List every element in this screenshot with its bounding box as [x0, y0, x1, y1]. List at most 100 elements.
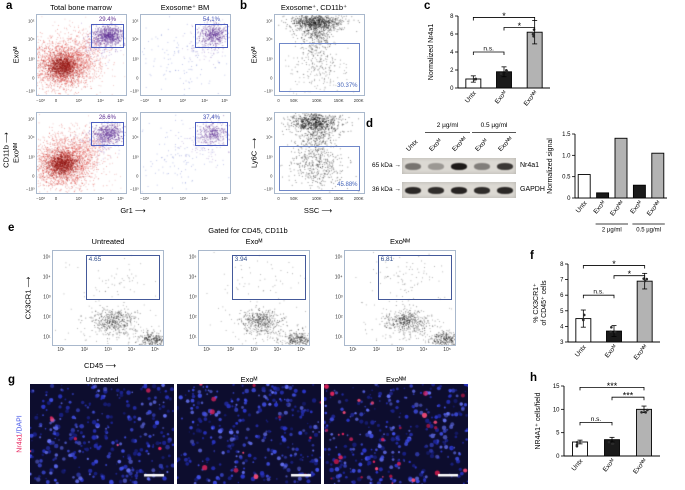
panel-e-y-axis-label-cx3cr1: CX3CR1 ⟶ [23, 276, 33, 320]
sig-bracket [611, 396, 645, 401]
y-tick-label: 10⁴ [132, 36, 139, 42]
stain-label-dapi: DAPI [16, 415, 24, 432]
micro-image-exom [177, 384, 321, 484]
lane-label-3: Exoᴺᴹ [451, 135, 469, 153]
y-tick-label: 10³ [132, 56, 139, 62]
panel-b-label: b [240, 0, 248, 12]
panel-h-label: h [530, 372, 538, 384]
y-tick-label: −10³ [26, 186, 35, 192]
panel-a-col-title-exosome-bm: Exosome⁺ BM [160, 3, 210, 12]
gate-percentage-a3: 26.6% [98, 114, 116, 121]
flow-plot-exosome-bm-exom: 54.1% −10³ 0 10³ 10⁴ 10⁵ 10⁵ 10⁴ 10³ 0 −10³ [127, 12, 233, 108]
panel-e-title-exonm: Exoᴺᴹ [390, 237, 410, 246]
flow-scatter-b2 [274, 112, 365, 194]
y-tick-label: 10⁴ [28, 134, 35, 140]
panel-a-y-axis-label-cd11b: CD11b ⟶ [1, 132, 11, 168]
data-point [575, 440, 579, 444]
y-tick-label: 10⁵ [334, 254, 343, 261]
blot-band [451, 186, 467, 194]
y-tick-label: −10³ [264, 186, 273, 192]
data-point [645, 277, 649, 281]
dose-underline-1 [425, 132, 470, 133]
y-tick-label: 4 [450, 50, 454, 56]
blot-band [474, 186, 490, 194]
y-tick-label: 10³ [266, 154, 273, 160]
blot-band [428, 162, 444, 170]
y-tick-label: 7 [560, 278, 564, 284]
flow-scatter-e2 [198, 250, 310, 346]
sig-bracket [579, 422, 613, 426]
gate-percentage-e2: 3.94 [234, 256, 248, 264]
western-blot: 2 µg/ml 0.5 µg/ml Untx Exoᴹ Exoᴺᴹ Exoᴹ Exoᴺᴹ 65… [372, 122, 546, 202]
sig-label: * [502, 11, 506, 21]
gate-percentage-e1: 4.65 [88, 256, 102, 264]
y-tick-label: 5 [560, 309, 564, 315]
sig-label: * [628, 269, 632, 279]
x-tick-label: 10³ [179, 196, 186, 201]
flow-scatter-a1 [36, 14, 127, 96]
panel-e-title-untreated: Untreated [91, 237, 125, 246]
x-category-label: Exoᴺᴹ [523, 89, 540, 107]
y-tick-label: 0 [567, 196, 571, 202]
bar-Exoᴺᴹ [636, 408, 652, 457]
x-tick-label: 100K [311, 196, 322, 201]
y-tick-label: 0 [32, 75, 35, 81]
sig-label: *** [623, 391, 634, 401]
y-tick-label: 0 [270, 75, 273, 81]
x-category-label: Exoᴹ [629, 199, 644, 215]
panel-g-label: g [8, 374, 16, 386]
y-tick-label: 4 [560, 324, 564, 330]
x-tick-label: 10⁴ [201, 98, 208, 103]
x-tick-label: 0 [54, 196, 58, 201]
y-tick-label: 10⁵ [28, 116, 35, 122]
x-tick-label: 10³ [179, 98, 186, 103]
stain-label-separator: / [16, 431, 24, 434]
x-tick-label: 0 [54, 98, 58, 103]
mw-label-nr4a1: 65 kDa → [372, 162, 401, 169]
panel-e-header: Gated for CD45, CD11b [208, 226, 288, 235]
y-axis-label: NR4A1⁺ cells/field [535, 392, 542, 449]
blot-band [474, 162, 490, 170]
x-tick-label: 10² [372, 347, 381, 353]
sig-bracket [582, 294, 615, 299]
y-tick-label: 10⁴ [334, 274, 343, 281]
y-axis-label: Normalized signal [547, 138, 554, 194]
bar-Exoᴺᴹ [636, 280, 653, 343]
y-tick-label: −10³ [26, 88, 35, 94]
y-tick-label: 6 [450, 32, 454, 38]
flow-plot-cx3cr1-exom: 3.94 10¹ 10² 10³ 10⁴ 10⁵ 10⁵ 10⁴ 10³ 10² 10¹ [182, 248, 314, 360]
x-tick-label: −10³ [140, 98, 149, 103]
y-tick-label: 8 [450, 14, 454, 20]
x-tick-label: 50K [290, 196, 298, 201]
x-tick-label: 150K [333, 196, 344, 201]
blot-band [405, 186, 421, 194]
x-category-label: Untx [575, 199, 589, 214]
panel-e-label: e [8, 222, 15, 234]
y-tick-label: −10³ [130, 186, 139, 192]
sig-label: n.s. [483, 46, 494, 53]
x-tick-label: 10¹ [349, 347, 357, 353]
data-point [643, 279, 647, 283]
x-tick-label: 10⁵ [443, 347, 451, 353]
x-category-label: Exoᴺᴹ [609, 199, 626, 217]
nr4a1-expression-svg: 0 2 4 6 8 Normalized Nr4a1 Untx Exoᴹ Exoᴺᴹ n.s. * * [428, 11, 550, 108]
y-tick-label: 10³ [266, 56, 273, 62]
flow-scatter-e3 [344, 250, 456, 346]
x-category-label: Untx [464, 89, 478, 104]
x-category-label: Untx [574, 343, 588, 358]
x-category-label: Exoᴺᴹ [646, 199, 663, 217]
flow-plot-exom-ssc: 30.37% 0 50K 100K 150K 200K 10⁵ 10⁴ 10³ 0 −10³ [261, 12, 367, 108]
flow-plot-cx3cr1-exonm: 6.81 10¹ 10² 10³ 10⁴ 10⁵ 10⁵ 10⁴ 10³ 10² 10¹ [328, 248, 460, 360]
x-tick-label: 200K [353, 98, 364, 103]
flow-gate-b1 [279, 42, 360, 92]
gate-percentage-a1: 29.4% [98, 16, 116, 23]
x-tick-label: 10⁴ [419, 347, 428, 353]
y-tick-label: 10³ [335, 294, 343, 301]
x-category-label: Untx [571, 457, 585, 472]
stain-label-nr4a1: Nr4a1 [16, 433, 24, 453]
lane-label-4: Exoᴹ [474, 137, 490, 153]
flow-frame-a4 [140, 112, 231, 194]
y-tick-label: 10⁴ [188, 274, 197, 281]
y-axis-label: of CD45⁺ cells [541, 280, 548, 326]
